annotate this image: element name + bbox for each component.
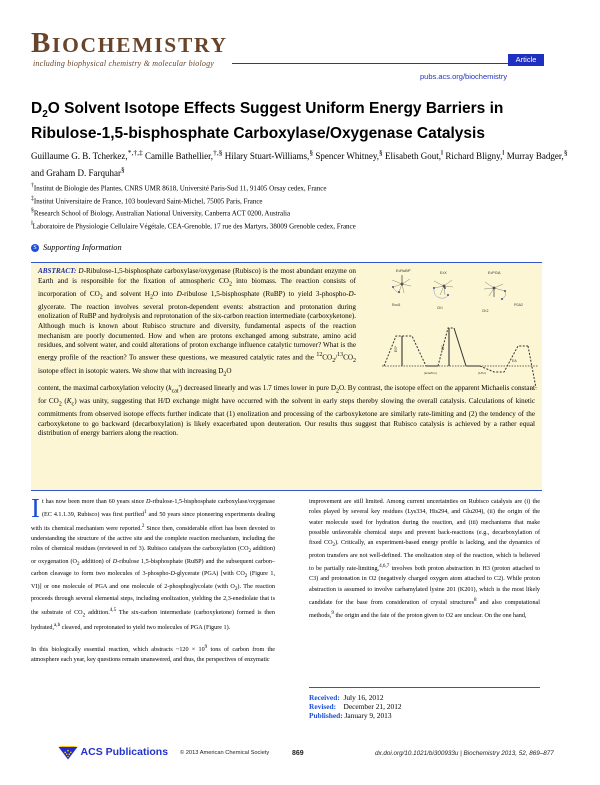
svg-text:E•PGA: E•PGA <box>488 270 501 275</box>
svg-text:PGA2: PGA2 <box>514 303 523 307</box>
svg-text:Pi + ...: Pi + ... <box>530 387 538 391</box>
svg-text:CK2: CK2 <box>482 309 489 313</box>
svg-text:ES: ES <box>441 345 445 350</box>
svg-text:ES*: ES* <box>394 345 398 352</box>
svg-text:EA: EA <box>512 359 517 363</box>
svg-text:Enol1: Enol1 <box>392 303 401 307</box>
svg-text:E•X: E•X <box>440 270 447 275</box>
svg-text:CKI: CKI <box>437 306 443 310</box>
svg-text:E•RuBP: E•RuBP <box>396 268 411 273</box>
svg-text:(1/Kc): (1/Kc) <box>478 371 486 375</box>
svg-text:(kcat/Km): (kcat/Km) <box>424 371 437 375</box>
